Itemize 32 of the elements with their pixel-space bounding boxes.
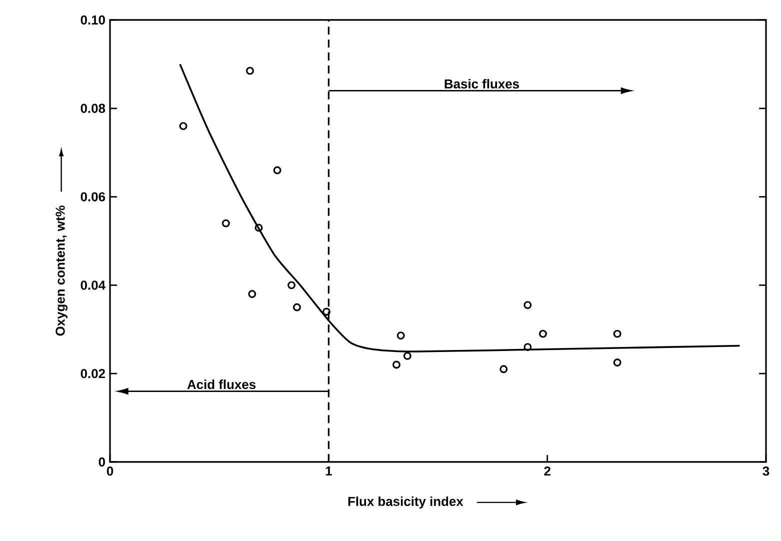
y-tick-label: 0.02 [80, 368, 105, 378]
point [613, 358, 622, 367]
annotation: Acid fluxes [187, 380, 256, 390]
point [524, 301, 532, 310]
point [524, 343, 532, 352]
point [322, 308, 330, 316]
point [288, 281, 296, 290]
x-tick-label: 3 [762, 466, 770, 476]
point [248, 290, 256, 298]
point [254, 224, 263, 232]
point [392, 360, 400, 369]
point [403, 352, 412, 360]
y-tick-label: 0.08 [80, 104, 106, 113]
point [246, 66, 254, 75]
x-tick-label: 2 [544, 466, 550, 476]
y-tick-label: 0 [98, 457, 105, 467]
point [292, 303, 301, 312]
point [222, 219, 230, 228]
point [613, 330, 622, 338]
y-tick-label: 0.10 [80, 15, 105, 25]
y-tick-label: 0.04 [80, 280, 106, 290]
annotation: Basic fluxes [444, 78, 519, 89]
point [538, 330, 547, 338]
x-tick-label: 0 [106, 466, 114, 476]
point [179, 122, 188, 130]
point [396, 332, 405, 340]
point [500, 365, 508, 374]
point [273, 166, 282, 174]
x-tick-label: 1 [326, 466, 332, 476]
y-axis-title: Oxygen content, wt% [56, 206, 68, 336]
y-tick-label: 0.06 [80, 192, 106, 202]
x-axis-title: Flux basicity index [348, 496, 464, 509]
